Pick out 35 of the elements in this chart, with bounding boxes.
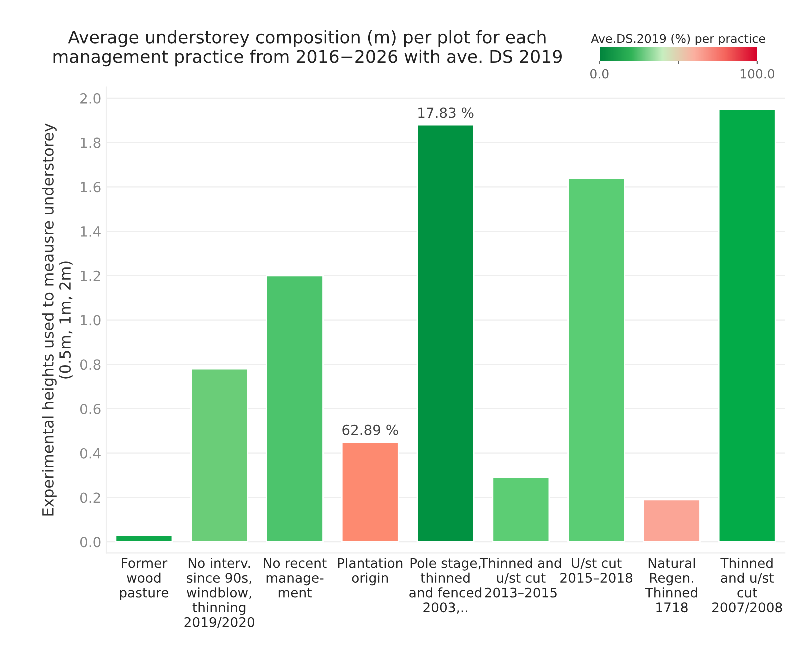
annotation: 17.83 % [418,108,474,118]
y-tick-label: 2.0 [80,93,101,104]
bar [266,275,324,543]
y-tick-label: 1.8 [81,138,101,148]
x-tick-label: Plantation origin [338,558,403,586]
y-tick-label: 0.6 [80,404,101,414]
bar [190,368,249,543]
bar [718,108,776,543]
annotation: 62.89 % [342,424,398,436]
bar [416,124,475,543]
y-tick-label: 1.0 [81,315,101,326]
color-bar-label: 100.0 [740,69,774,79]
y-tick-label: 1.2 [81,270,100,282]
x-tick-label: Former wood pasture [120,558,169,600]
y-tick-label: 0.2 [80,492,100,504]
bar [492,477,550,543]
y-tick-label: 0.8 [80,360,101,370]
bar [115,534,174,543]
chart-title: Average understorey composition (m) per plot for each management practice from 2016−2026 with ave. DS 2019 [54,30,562,67]
x-tick-label: Pole stage, thinned and fenced 2003,.. [410,558,482,614]
y-tick-label: 0.4 [80,448,101,459]
color-bar-title: Ave.DS.2019 (%) per practice [591,34,766,46]
x-tick-label: U/st cut 2015–2018 [560,558,633,584]
bar [568,178,626,543]
x-tick-label: No recent manage- ment [264,558,327,598]
bar [642,499,701,543]
color-bar-label: 0.0 [590,69,609,79]
y-axis-title: Experimental heights used to meausre understorey (0.5m, 1m, 2m) [42,124,73,516]
y-tick-label: 0.0 [80,537,101,548]
bar [341,442,400,543]
x-tick-label: Thinned and u/st cut 2007/2008 [712,558,782,614]
y-tick-label: 1.4 [81,226,101,237]
y-tick-label: 1.6 [81,182,101,193]
x-tick-label: Natural Regen. Thinned 1718 [645,558,698,613]
x-tick-label: No interv. since 90s, windblow, thinning 2019/2020 [184,558,255,628]
